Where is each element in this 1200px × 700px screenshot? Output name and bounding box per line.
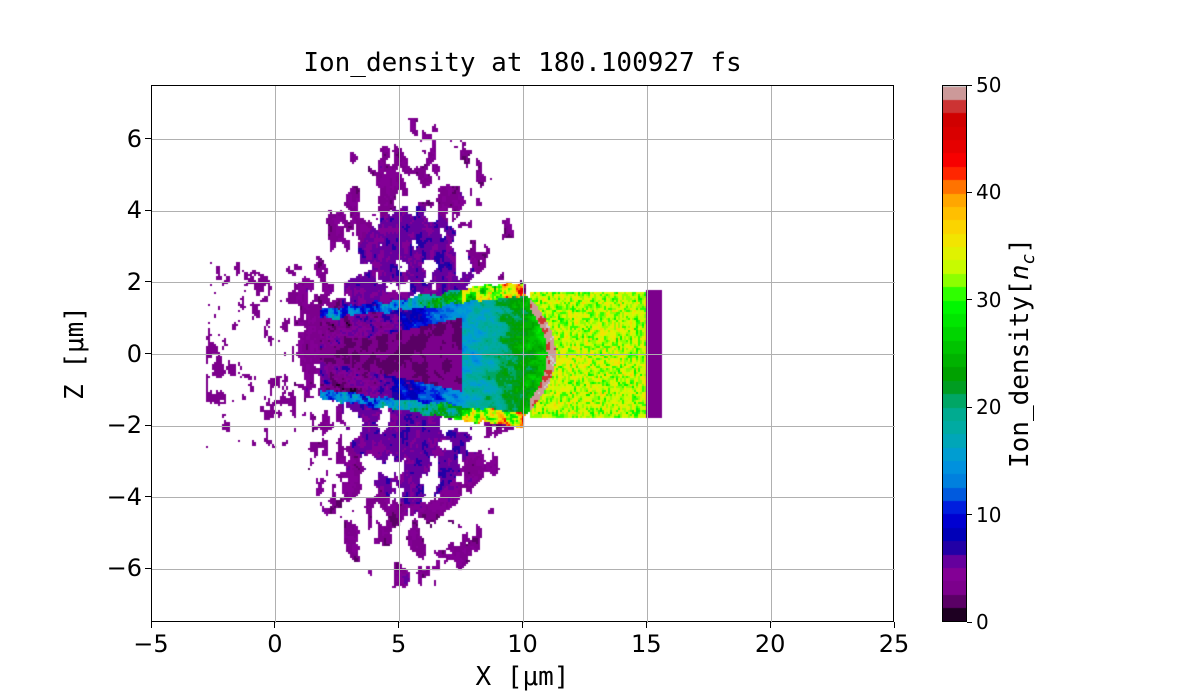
colorbar-gradient [943,86,966,621]
colorbar-label-text: Ion_density[ [1004,280,1035,468]
y-tick-label: 2 [126,267,142,296]
colorbar-label: Ion_density[nc] [1005,238,1039,468]
x-tick [645,622,647,628]
x-axis-label: X [μm] [475,662,570,692]
y-tick [145,424,151,426]
y-tick [145,281,151,283]
y-tick [145,209,151,211]
x-tick [893,622,895,628]
x-tick-label: −5 [133,630,169,658]
y-gridline [152,139,895,141]
colorbar-tick-label: 50 [976,73,1002,97]
colorbar-tick-label: 0 [976,610,989,634]
y-gridline [152,210,895,212]
colorbar-tick-label: 40 [976,180,1002,205]
y-gridline [152,425,895,427]
y-tick-label: 0 [126,339,142,368]
x-tick-label: 20 [754,630,786,658]
y-gridline [152,282,895,284]
y-tick [145,496,151,498]
y-tick-label: 4 [126,196,142,225]
y-tick [145,567,151,569]
colorbar-tick-label: 10 [976,502,1002,527]
colorbar-tick [967,621,972,623]
x-tick [150,622,152,628]
colorbar-tick [967,84,972,86]
chart-title: Ion_density at 180.100927 fs [303,48,742,78]
colorbar-label-end: ] [1004,238,1035,254]
x-tick-label: 15 [631,630,662,658]
x-tick-label: 10 [507,630,538,658]
y-tick-label: −6 [106,554,142,583]
y-axis-label: Z [μm] [60,306,90,400]
x-tick [522,622,523,628]
y-gridline [152,354,895,355]
y-gridline [152,497,895,499]
x-tick [398,622,400,628]
plot-area [151,85,895,623]
y-tick-label: −2 [106,411,142,440]
y-tick [145,138,151,140]
y-gridline [152,568,895,570]
x-tick [274,622,276,628]
x-tick-label: 5 [391,630,407,658]
colorbar-tick-label: 20 [976,395,1002,420]
colorbar-tick [967,514,972,516]
colorbar-tick [967,299,972,301]
colorbar-label-n: n [1004,264,1035,281]
colorbar-tick-label: 30 [976,287,1002,312]
y-tick-label: −4 [106,482,142,511]
y-tick [145,353,151,354]
x-tick [769,622,771,628]
colorbar-tick [967,406,972,408]
x-tick-label: 0 [267,630,283,658]
colorbar-label-sub: c [1018,253,1040,265]
y-tick-label: 6 [126,124,142,153]
colorbar-tick [967,191,972,193]
colorbar [942,85,967,622]
x-tick-label: 25 [878,630,910,658]
